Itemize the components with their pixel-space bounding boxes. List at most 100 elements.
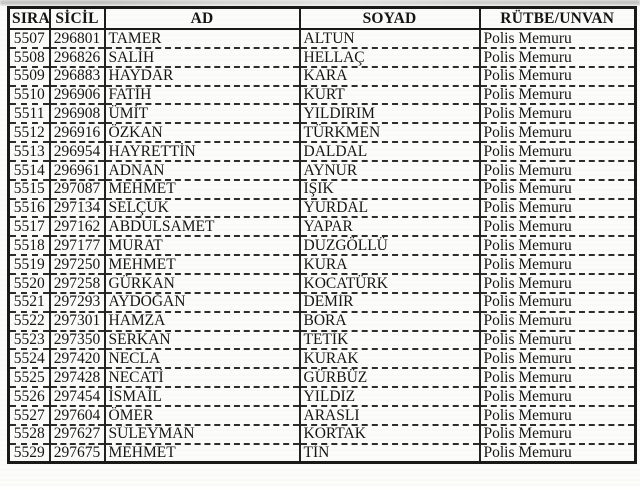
cell-sicil: 297454 — [48, 387, 106, 407]
cell-sira: 5519 — [7, 255, 51, 275]
cell-sira: 5516 — [7, 198, 51, 219]
cell-ad: MEHMET — [103, 255, 301, 275]
cell-sicil: 296908 — [48, 104, 106, 125]
cell-sicil: 296916 — [48, 123, 106, 144]
header-soyad: SOYAD — [298, 7, 481, 30]
cell-rutbe: Polis Memuru — [478, 160, 637, 181]
cell-sira: 5512 — [7, 123, 51, 144]
cell-ad: HAYRETTİN — [103, 142, 301, 162]
cell-rutbe: Polis Memuru — [478, 66, 637, 87]
header-rutbe: RÜTBE/UNVAN — [478, 7, 637, 30]
cell-soyad: ALTUN — [298, 29, 481, 49]
cell-sicil: 297428 — [48, 368, 106, 389]
cell-sicil: 296801 — [48, 29, 106, 49]
cell-soyad: IŞIK — [298, 179, 481, 200]
cell-ad: TAMER — [103, 29, 301, 49]
cell-ad: MURAT — [103, 236, 301, 257]
cell-rutbe: Polis Memuru — [478, 349, 637, 370]
cell-soyad: TİN — [298, 443, 481, 463]
table-row: 5526 297454 İSMAİL YILDIZ Polis Memuru — [7, 387, 637, 407]
cell-ad: SÜLEYMAN — [103, 424, 301, 445]
cell-rutbe: Polis Memuru — [478, 368, 637, 389]
cell-rutbe: Polis Memuru — [478, 236, 637, 257]
cell-sira: 5515 — [7, 179, 51, 200]
table-row: 5512 296916 ÖZKAN TÜRKMEN Polis Memuru — [7, 123, 637, 144]
cell-ad: ÖMER — [103, 405, 301, 426]
cell-soyad: BORA — [298, 311, 481, 332]
table-row: 5519 297250 MEHMET KURA Polis Memuru — [7, 255, 637, 275]
cell-sira: 5507 — [7, 29, 51, 49]
cell-sira: 5523 — [7, 330, 51, 351]
cell-sira: 5513 — [7, 142, 51, 162]
table-row: 5517 297162 ABDULSAMET YAPAR Polis Memur… — [7, 217, 637, 238]
cell-sicil: 297350 — [48, 330, 106, 351]
cell-sira: 5527 — [7, 405, 51, 426]
cell-rutbe: Polis Memuru — [478, 85, 637, 106]
cell-ad: ÖZKAN — [103, 123, 301, 144]
cell-sicil: 296906 — [48, 85, 106, 106]
cell-ad: FATİH — [103, 85, 301, 106]
cell-soyad: KURT — [298, 85, 481, 106]
cell-soyad: AYNUR — [298, 160, 481, 181]
cell-ad: GÜRKAN — [103, 273, 301, 294]
cell-sira: 5526 — [7, 387, 51, 407]
cell-sicil: 297675 — [48, 443, 106, 463]
cell-sicil: 297162 — [48, 217, 106, 238]
cell-sicil: 296826 — [48, 47, 106, 68]
cell-ad: İSMAİL — [103, 387, 301, 407]
cell-sira: 5520 — [7, 273, 51, 294]
table-row: 5528 297627 SÜLEYMAN KORTAK Polis Memuru — [7, 424, 637, 445]
table-row: 5524 297420 NECLA KURAK Polis Memuru — [7, 349, 637, 370]
cell-ad: ADNAN — [103, 160, 301, 181]
cell-ad: ÜMİT — [103, 104, 301, 125]
cell-sira: 5517 — [7, 217, 51, 238]
cell-soyad: YURDAL — [298, 198, 481, 219]
table-row: 5510 296906 FATİH KURT Polis Memuru — [7, 85, 637, 106]
cell-rutbe: Polis Memuru — [478, 292, 637, 313]
cell-soyad: GÜRBÜZ — [298, 368, 481, 389]
cell-soyad: ARASLI — [298, 405, 481, 426]
cell-sira: 5529 — [7, 443, 51, 463]
cell-sira: 5528 — [7, 424, 51, 445]
cell-rutbe: Polis Memuru — [478, 198, 637, 219]
cell-rutbe: Polis Memuru — [478, 424, 637, 445]
cell-sicil: 296961 — [48, 160, 106, 181]
cell-ad: NECATİ — [103, 368, 301, 389]
cell-soyad: YILDIRIM — [298, 104, 481, 125]
cell-ad: SERKAN — [103, 330, 301, 351]
cell-rutbe: Polis Memuru — [478, 142, 637, 162]
cell-sicil: 297604 — [48, 405, 106, 426]
cell-sicil: 297258 — [48, 273, 106, 294]
cell-ad: ABDULSAMET — [103, 217, 301, 238]
cell-soyad: KURA — [298, 255, 481, 275]
cell-rutbe: Polis Memuru — [478, 104, 637, 125]
table-row: 5514 296961 ADNAN AYNUR Polis Memuru — [7, 160, 637, 181]
table-row: 5527 297604 ÖMER ARASLI Polis Memuru — [7, 405, 637, 426]
cell-rutbe: Polis Memuru — [478, 273, 637, 294]
cell-ad: MEHMET — [103, 179, 301, 200]
cell-sicil: 297250 — [48, 255, 106, 275]
cell-sira: 5509 — [7, 66, 51, 87]
cell-rutbe: Polis Memuru — [478, 311, 637, 332]
cell-soyad: KARA — [298, 66, 481, 87]
cell-ad: HAMZA — [103, 311, 301, 332]
scan-artifact — [0, 0, 640, 5]
cell-sicil: 297293 — [48, 292, 106, 313]
cell-rutbe: Polis Memuru — [478, 330, 637, 351]
cell-sira: 5521 — [7, 292, 51, 313]
table-row: 5515 297087 MEHMET IŞIK Polis Memuru — [7, 179, 637, 200]
header-sicil: SİCİL — [48, 7, 106, 30]
header-ad: AD — [103, 7, 301, 30]
cell-soyad: HELLAÇ — [298, 47, 481, 68]
cell-sira: 5522 — [7, 311, 51, 332]
table-row: 5516 297134 SELÇUK YURDAL Polis Memuru — [7, 198, 637, 219]
cell-soyad: KORTAK — [298, 424, 481, 445]
table-row: 5507 296801 TAMER ALTUN Polis Memuru — [7, 29, 637, 49]
cell-sicil: 297301 — [48, 311, 106, 332]
cell-rutbe: Polis Memuru — [478, 217, 637, 238]
cell-sicil: 297420 — [48, 349, 106, 370]
cell-sicil: 296883 — [48, 66, 106, 87]
cell-sicil: 297087 — [48, 179, 106, 200]
table-row: 5529 297675 MEHMET TİN Polis Memuru — [7, 443, 637, 463]
